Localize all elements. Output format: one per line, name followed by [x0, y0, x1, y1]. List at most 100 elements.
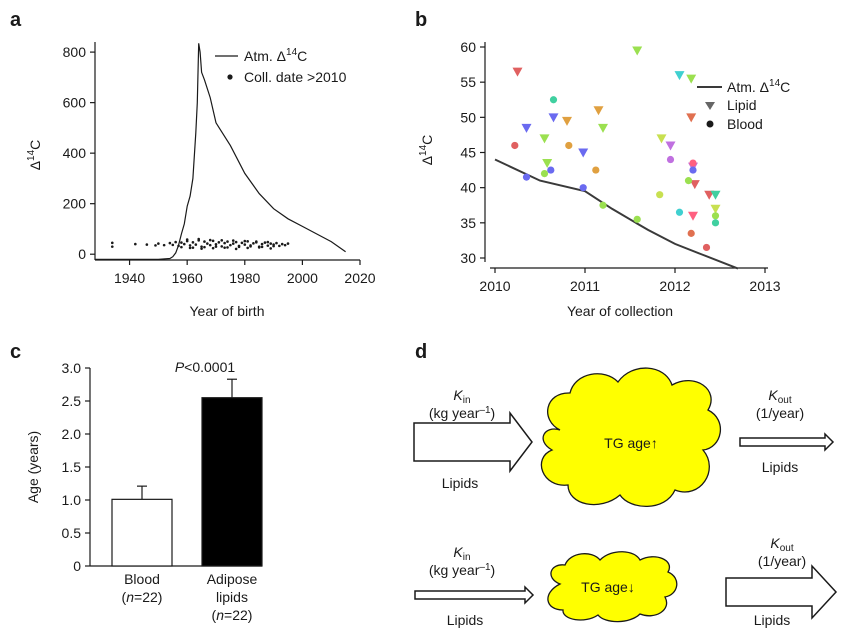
b-lipid-point: [598, 123, 608, 133]
b-ytick-label: 50: [460, 109, 476, 125]
b-blood-point: [689, 166, 697, 174]
b-xtick-label: 2013: [749, 278, 780, 294]
b-lipid-point: [512, 67, 523, 77]
d-bot-cloud-text: TG age↓: [581, 579, 635, 595]
b-legend-circle-swatch: [706, 120, 714, 128]
b-blood-point: [599, 201, 607, 209]
a-data-point: [223, 241, 226, 245]
a-data-point: [275, 241, 278, 245]
a-data-point: [208, 238, 212, 242]
a-data-point: [188, 246, 192, 250]
a-data-point: [234, 247, 238, 251]
b-blood-point: [633, 215, 641, 223]
a-data-point: [203, 240, 206, 243]
d-top-cloud: [540, 367, 722, 507]
b-lipid-point: [542, 159, 553, 169]
a-data-point: [197, 237, 200, 241]
b-lipid-point: [674, 71, 685, 81]
a-data-point: [200, 245, 203, 248]
a-atm-line: [95, 43, 346, 260]
panel-label-a: a: [10, 9, 22, 31]
c-cat-adipose-line1: Adipose: [207, 571, 258, 587]
b-blood-point: [711, 212, 720, 220]
c-ytick-label: 2.5: [62, 393, 82, 409]
d-top-cloud-text: TG age↑: [604, 435, 658, 451]
a-data-point: [231, 242, 235, 245]
a-data-point: [252, 242, 255, 245]
a-data-point: [243, 243, 247, 246]
a-data-point: [214, 243, 218, 246]
b-blood-point: [549, 96, 558, 104]
b-lipid-point: [656, 134, 667, 144]
a-data-point: [200, 247, 203, 250]
b-ytick-label: 60: [460, 39, 476, 55]
b-lipid-point: [665, 141, 676, 151]
a-data-point: [234, 240, 238, 244]
a-xtick-label: 1960: [172, 270, 203, 286]
b-ytick-label: 35: [460, 215, 476, 231]
b-lipid-point: [688, 211, 698, 221]
d-top-kin-label: Kin: [453, 387, 470, 406]
a-y-label: Δ14C: [26, 140, 43, 171]
b-ytick-label: 30: [460, 250, 476, 266]
a-data-point: [286, 242, 290, 245]
a-data-point: [231, 239, 235, 242]
chart-panel-b: 30 35 40 45 50 55 60 2010 2011 2012 2013 Δ14C Yea…: [418, 39, 790, 319]
a-data-point: [240, 241, 244, 245]
a-data-point: [203, 245, 206, 249]
b-blood-point: [592, 166, 600, 174]
c-ytick-label: 2.0: [62, 426, 82, 442]
b-blood-point: [579, 184, 587, 192]
a-data-point: [220, 239, 224, 242]
a-legend-dot-label: Coll. date >2010: [244, 69, 347, 85]
a-ytick-label: 200: [63, 196, 87, 212]
b-lipid-point: [686, 113, 697, 123]
a-data-point: [243, 239, 247, 243]
a-data-point: [162, 243, 166, 247]
d-bot-kin-label: Kin: [453, 544, 470, 563]
a-data-point: [194, 243, 198, 246]
c-p-annotation: P<0.0001: [175, 359, 236, 375]
d-bot-in-lipids: Lipids: [447, 612, 484, 628]
a-ytick-label: 400: [63, 145, 87, 161]
a-legend: Atm. Δ14C Coll. date >2010: [215, 47, 347, 85]
b-xtick-label: 2012: [659, 278, 690, 294]
d-bot-output-arrow: [725, 564, 838, 620]
a-data-point: [171, 243, 175, 247]
a-data-point: [263, 241, 267, 244]
a-data-point: [278, 244, 281, 248]
a-data-point: [157, 242, 160, 245]
b-legend: Atm. Δ14C Lipid Blood: [697, 78, 790, 132]
b-y-label: Δ14C: [418, 135, 435, 166]
b-lipid-point: [686, 74, 697, 84]
a-data-point: [272, 244, 275, 248]
b-blood-point: [711, 219, 720, 227]
b-blood-point: [547, 166, 555, 174]
b-ytick-label: 55: [460, 74, 476, 90]
b-lipid-point: [689, 180, 700, 190]
b-legend-triangle-label: Lipid: [727, 97, 757, 113]
a-data-point: [237, 245, 241, 249]
a-data-point: [208, 243, 212, 247]
panel-label-b: b: [415, 9, 427, 31]
b-blood-point: [666, 155, 675, 164]
b-blood-point: [511, 141, 519, 150]
a-data-point: [154, 244, 157, 247]
b-blood-point: [656, 191, 664, 199]
c-cat-blood-line1: Blood: [124, 571, 160, 587]
b-lipid-point: [593, 106, 604, 116]
c-cat-blood-n: (n=22): [122, 589, 163, 605]
a-data-point: [182, 242, 186, 246]
a-data-point: [134, 242, 137, 246]
d-top-output-arrow: [739, 432, 835, 452]
b-lipid-point: [578, 148, 589, 158]
a-data-point: [211, 239, 215, 243]
a-data-point: [255, 240, 258, 243]
b-blood-point: [687, 229, 695, 237]
c-cat-adipose-n: (n=22): [212, 607, 253, 623]
a-data-point: [145, 243, 149, 246]
d-bot-out-lipids: Lipids: [754, 612, 791, 628]
a-ytick-label: 600: [63, 95, 87, 111]
b-legend-line-label: Atm. Δ14C: [727, 78, 790, 95]
